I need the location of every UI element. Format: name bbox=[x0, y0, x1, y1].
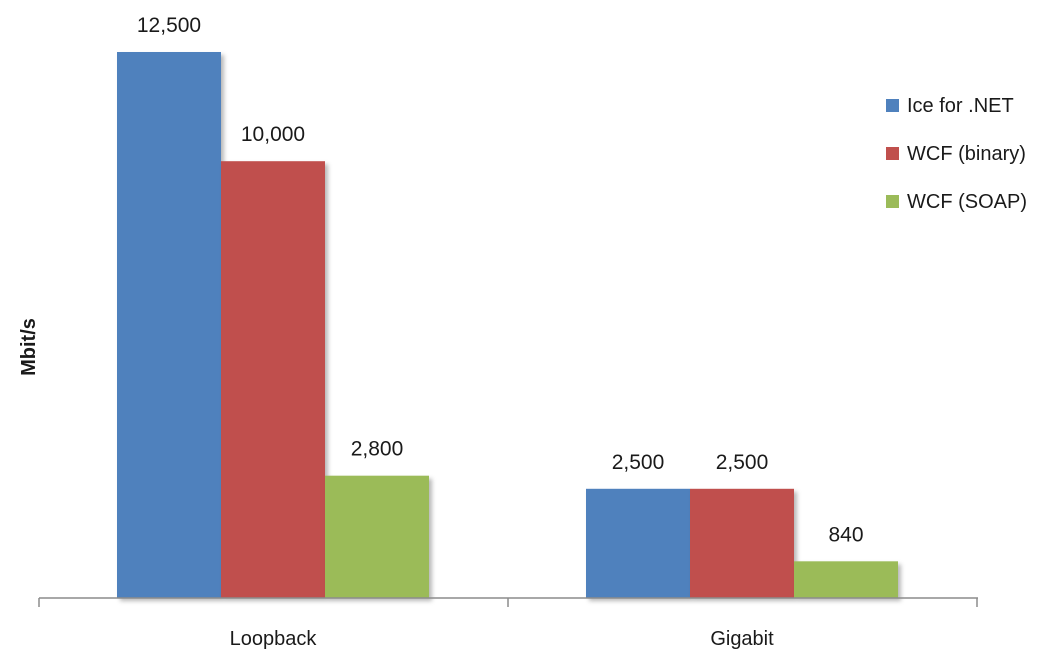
legend-swatch bbox=[886, 195, 899, 208]
category-label: Gigabit bbox=[710, 628, 774, 650]
legend: Ice for .NET WCF (binary) WCF (SOAP) bbox=[886, 95, 1027, 213]
data-label: 12,500 bbox=[137, 14, 201, 37]
bar-wcf-binary--gigabit bbox=[690, 488, 794, 598]
bar-ice-for-net-loopback bbox=[117, 52, 221, 598]
data-label: 2,800 bbox=[351, 438, 404, 461]
bar-wcf-soap--gigabit bbox=[794, 561, 898, 598]
bar-wcf-soap--loopback bbox=[325, 475, 429, 598]
category-label: Loopback bbox=[230, 628, 318, 650]
legend-label: WCF (SOAP) bbox=[907, 191, 1027, 213]
legend-label: WCF (binary) bbox=[907, 143, 1026, 165]
bars-layer bbox=[117, 52, 898, 598]
x-axis-labels: Loopback Gigabit bbox=[230, 628, 775, 650]
bar-ice-for-net-gigabit bbox=[586, 488, 690, 598]
data-label: 2,500 bbox=[612, 451, 665, 474]
y-axis-label: Mbit/s bbox=[18, 318, 40, 376]
data-labels-layer: 12,500 10,000 2,800 2,500 2,500 840 bbox=[137, 14, 864, 546]
data-label: 2,500 bbox=[716, 451, 769, 474]
bar-wcf-binary--loopback bbox=[221, 161, 325, 598]
legend-swatch bbox=[886, 99, 899, 112]
legend-swatch bbox=[886, 147, 899, 160]
x-axis: Loopback Gigabit bbox=[38, 597, 978, 650]
legend-label: Ice for .NET bbox=[907, 95, 1014, 117]
x-axis-ticks bbox=[38, 598, 978, 607]
data-label: 840 bbox=[828, 523, 863, 546]
data-label: 10,000 bbox=[241, 123, 305, 146]
